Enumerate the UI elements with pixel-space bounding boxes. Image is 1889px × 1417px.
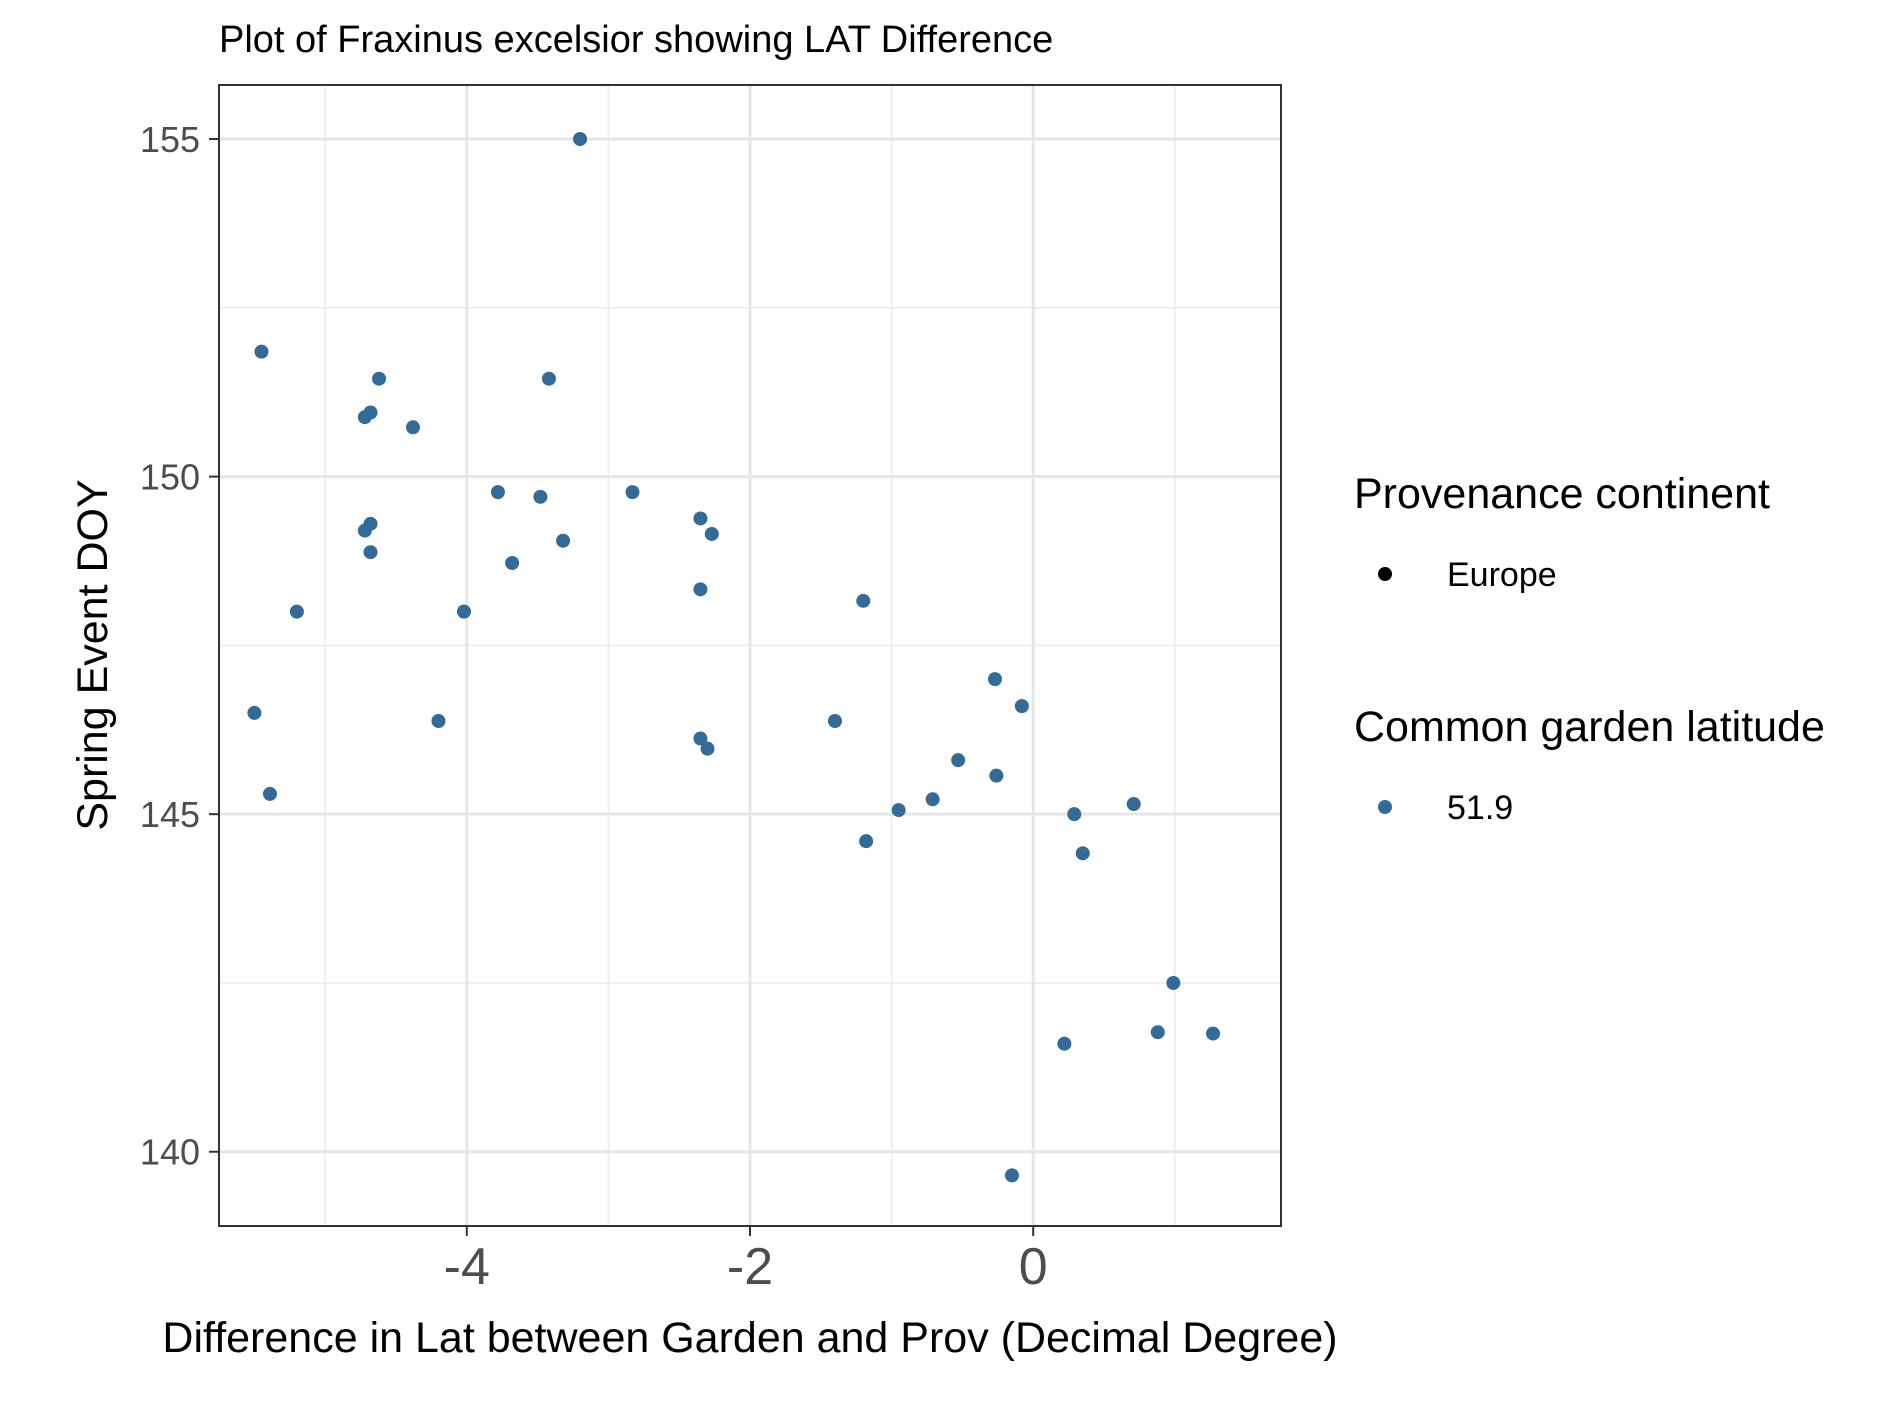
x-axis: -4 -2 0 — [444, 1226, 1048, 1296]
data-point — [431, 713, 446, 728]
y-axis: 140 145 150 155 — [140, 119, 219, 1173]
data-point — [573, 132, 588, 147]
data-point — [456, 604, 471, 619]
data-point — [925, 792, 940, 807]
data-point — [247, 705, 262, 720]
major-gridlines — [219, 85, 1281, 1226]
y-tick-label: 145 — [140, 794, 200, 835]
legend-key-europe — [1378, 567, 1392, 581]
data-point — [951, 753, 966, 768]
data-point — [1075, 846, 1090, 861]
data-point — [372, 371, 387, 386]
data-point — [700, 741, 715, 756]
data-points — [247, 132, 1221, 1183]
legend-label-europe: Europe — [1447, 556, 1557, 594]
data-point — [363, 545, 378, 560]
data-point — [405, 420, 420, 435]
legend-label-51-9: 51.9 — [1447, 789, 1514, 827]
legend-title-provenance-continent: Provenance continent — [1354, 470, 1770, 518]
y-tick-label: 155 — [140, 119, 200, 160]
y-tick-label: 150 — [140, 457, 200, 498]
legend-key-51-9 — [1378, 800, 1392, 814]
data-point — [693, 511, 708, 526]
data-point — [856, 593, 871, 608]
x-tick-label: -4 — [444, 1238, 490, 1296]
data-point — [262, 786, 277, 801]
chart-title: Plot of Fraxinus excelsior showing LAT D… — [219, 19, 1053, 61]
data-point — [1014, 699, 1029, 714]
data-point — [1166, 975, 1181, 990]
data-point — [693, 731, 708, 746]
data-point — [827, 713, 842, 728]
data-point — [1057, 1036, 1072, 1051]
x-axis-title: Difference in Lat between Garden and Pro… — [162, 1314, 1337, 1362]
data-point — [254, 344, 269, 359]
data-point — [1150, 1025, 1165, 1040]
data-point — [541, 371, 556, 386]
y-tick-label: 140 — [140, 1132, 200, 1173]
data-point — [357, 410, 372, 425]
data-point — [533, 489, 548, 504]
data-point — [693, 582, 708, 597]
y-axis-title: Spring Event DOY — [69, 479, 117, 830]
data-point — [1067, 807, 1082, 822]
data-point — [505, 556, 520, 571]
data-point — [859, 834, 874, 849]
data-point — [490, 485, 505, 500]
data-point — [1004, 1168, 1019, 1183]
x-tick-label: -2 — [727, 1238, 773, 1296]
data-point — [289, 604, 304, 619]
legend-title-common-garden-latitude: Common garden latitude — [1354, 703, 1825, 751]
data-point — [704, 526, 719, 541]
data-point — [987, 672, 1002, 687]
x-tick-label: 0 — [1019, 1238, 1048, 1296]
data-point — [556, 533, 571, 548]
data-point — [625, 485, 640, 500]
data-point — [891, 803, 906, 818]
data-point — [989, 768, 1004, 783]
data-point — [1126, 797, 1141, 812]
data-point — [1206, 1026, 1221, 1041]
data-point — [357, 523, 372, 538]
